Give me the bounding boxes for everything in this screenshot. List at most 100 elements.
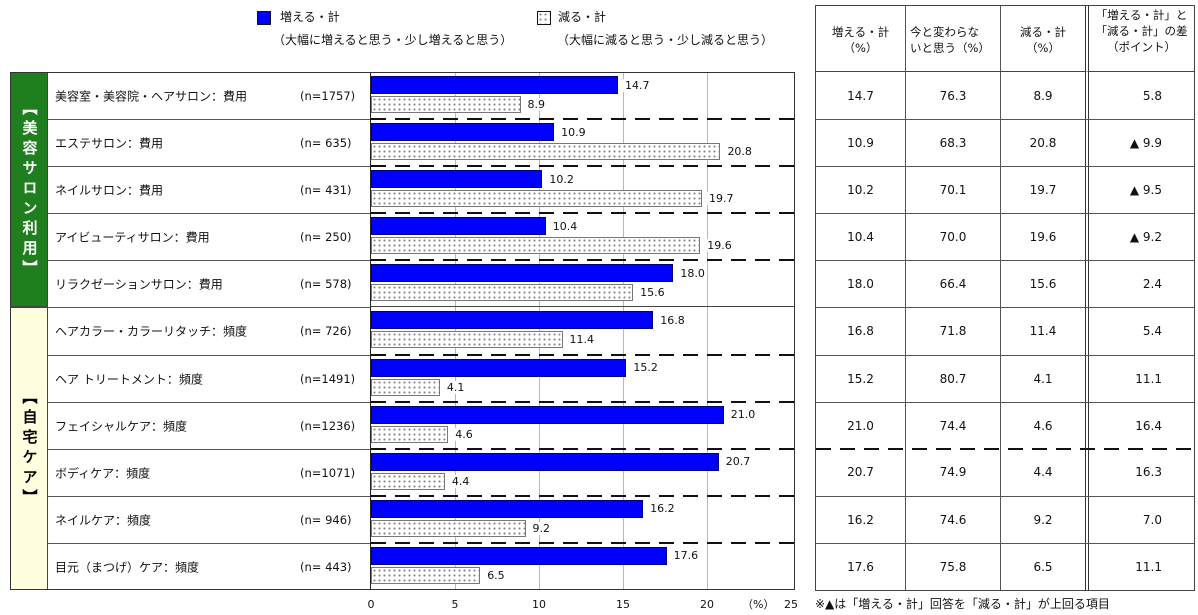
difference-cell: 7.0 — [1085, 496, 1194, 543]
x-unit-label: （%） — [742, 598, 775, 611]
x-tick-label: 5 — [451, 598, 459, 611]
row-separator — [371, 306, 794, 308]
sample-size: (n= 250) — [300, 230, 352, 245]
row-separator — [371, 494, 794, 497]
increase-value-label: 10.4 — [550, 219, 580, 233]
x-tick-label: 10 — [532, 598, 546, 611]
decrease-value-label: 19.6 — [705, 239, 734, 253]
difference-cell: 11.1 — [1085, 543, 1194, 590]
gridline — [707, 73, 708, 589]
table-header-cell: 増える・計 （%） — [816, 6, 905, 72]
decrease-value-label: 20.8 — [725, 145, 754, 159]
category-name: リラクゼーションサロン：費用 — [55, 277, 223, 292]
x-tick-label: 0 — [367, 598, 375, 611]
decrease-value-label: 15.6 — [638, 286, 667, 300]
table-header-text: いと思う（%） — [910, 41, 990, 55]
decrease-bar — [371, 143, 721, 161]
table-row: 16.8 71.8 11.4 5.4 — [816, 307, 1194, 355]
difference-cell: 16.4 — [1085, 402, 1194, 449]
increase-value-label: 10.2 — [547, 172, 576, 186]
sample-size: (n= 443) — [300, 559, 352, 574]
increase-value-label: 10.9 — [559, 125, 588, 139]
increase-bar — [371, 170, 543, 189]
table-cell: 20.7 — [847, 465, 874, 480]
increase-value-label: 21.0 — [728, 408, 758, 422]
increase-value-label: 16.8 — [658, 313, 687, 327]
decrease-bar — [371, 378, 440, 396]
increase-bar — [371, 76, 618, 94]
sample-size: (n= 635) — [300, 136, 352, 151]
category-name: ヘアカラー・カラーリタッチ：頻度 — [55, 324, 248, 339]
table-row: 20.7 74.9 4.4 16.3 — [816, 447, 1194, 496]
table-row: 14.7 76.3 8.9 5.8 — [816, 72, 1194, 120]
table-cell: 19.7 — [1000, 167, 1085, 214]
increase-bar — [371, 405, 724, 424]
table-row: 10.4 70.0 19.6 ▲ 9.2 — [816, 213, 1194, 261]
decrease-bar — [371, 96, 521, 113]
increase-bar — [371, 358, 627, 377]
decrease-value-label: 4.4 — [449, 474, 472, 488]
table-cell: 4.1 — [1000, 355, 1085, 402]
table-cell: 17.6 — [847, 559, 874, 574]
table-cell: 4.4 — [1000, 448, 1085, 496]
category-row: ヘアカラー・カラーリタッチ：頻度 (n= 726) — [48, 307, 370, 354]
row-separator — [371, 400, 794, 403]
table-header-text: 減る・計 — [1020, 25, 1066, 39]
increase-bar — [371, 217, 546, 236]
x-tick-label: 15 — [616, 598, 630, 611]
table-header-text: （%） — [843, 41, 878, 55]
category-row: 美容室・美容院・ヘアサロン：費用 (n=1757) — [48, 72, 370, 119]
table-row: 18.0 66.4 15.6 2.4 — [816, 260, 1194, 308]
legend-increase-note: （大幅に増えると思う・少し増えると思う） — [273, 33, 513, 47]
table-row: 15.2 80.7 4.1 11.1 — [816, 354, 1194, 402]
table-cell: 18.0 — [847, 277, 874, 292]
decrease-bar — [371, 519, 526, 537]
decrease-bar — [371, 566, 481, 584]
table-cell: 6.5 — [1000, 543, 1085, 590]
table-header-text: 「減る・計」の差 — [1095, 24, 1188, 38]
x-tick-label: 20 — [700, 598, 714, 611]
sample-size: (n=1757) — [300, 89, 356, 104]
group-box-home: 【自宅ケア】 — [10, 307, 48, 590]
legend-decrease-note: （大幅に減ると思う・少し減ると思う） — [557, 33, 774, 47]
gridline — [455, 73, 456, 589]
row-separator — [371, 259, 794, 262]
table-header-text: （ポイント） — [1107, 40, 1176, 54]
table-cell: 16.8 — [847, 324, 874, 339]
table-cell: 15.2 — [847, 371, 874, 386]
category-row: ヘア トリートメント：頻度 (n=1491) — [48, 354, 370, 402]
difference-cell: 11.1 — [1085, 355, 1194, 402]
table-cell: 75.8 — [905, 543, 1000, 590]
table-header-text: 今と変わらな — [910, 25, 979, 39]
group-label: 【自宅ケア】 — [20, 388, 39, 509]
table-cell: 74.6 — [905, 496, 1000, 543]
decrease-value-label: 19.7 — [706, 192, 736, 206]
table-cell: 20.8 — [1000, 120, 1085, 167]
sample-size: (n= 726) — [300, 324, 352, 339]
decrease-value-label: 6.5 — [485, 568, 507, 582]
row-separator — [371, 447, 794, 450]
table-cell: 80.7 — [905, 355, 1000, 402]
table-header-text: 増える・計 — [831, 25, 890, 39]
category-name: ネイルサロン：費用 — [55, 183, 164, 198]
category-name: ヘア トリートメント：頻度 — [55, 372, 203, 387]
row-separator — [371, 165, 794, 168]
decrease-value-label: 8.9 — [525, 98, 548, 111]
decrease-bar — [371, 284, 634, 302]
table-cell: 10.4 — [847, 230, 874, 245]
category-name: ボディケア：頻度 — [55, 466, 151, 481]
table-cell: 8.9 — [1000, 72, 1085, 120]
row-separator — [371, 541, 794, 544]
difference-cell: ▲ 9.9 — [1085, 120, 1194, 167]
gridline — [623, 73, 624, 589]
decrease-value-label: 9.2 — [530, 521, 553, 535]
decrease-bar — [371, 190, 702, 208]
difference-cell: ▲ 9.5 — [1085, 167, 1194, 214]
gridline — [539, 73, 540, 589]
difference-cell: 2.4 — [1085, 261, 1194, 308]
footnote: ※▲は「増える・計」回答を「減る・計」が上回る項目 — [815, 597, 1110, 611]
increase-value-label: 18.0 — [678, 266, 707, 280]
table-cell: 10.2 — [847, 183, 874, 198]
table-cell: 70.0 — [905, 214, 1000, 261]
